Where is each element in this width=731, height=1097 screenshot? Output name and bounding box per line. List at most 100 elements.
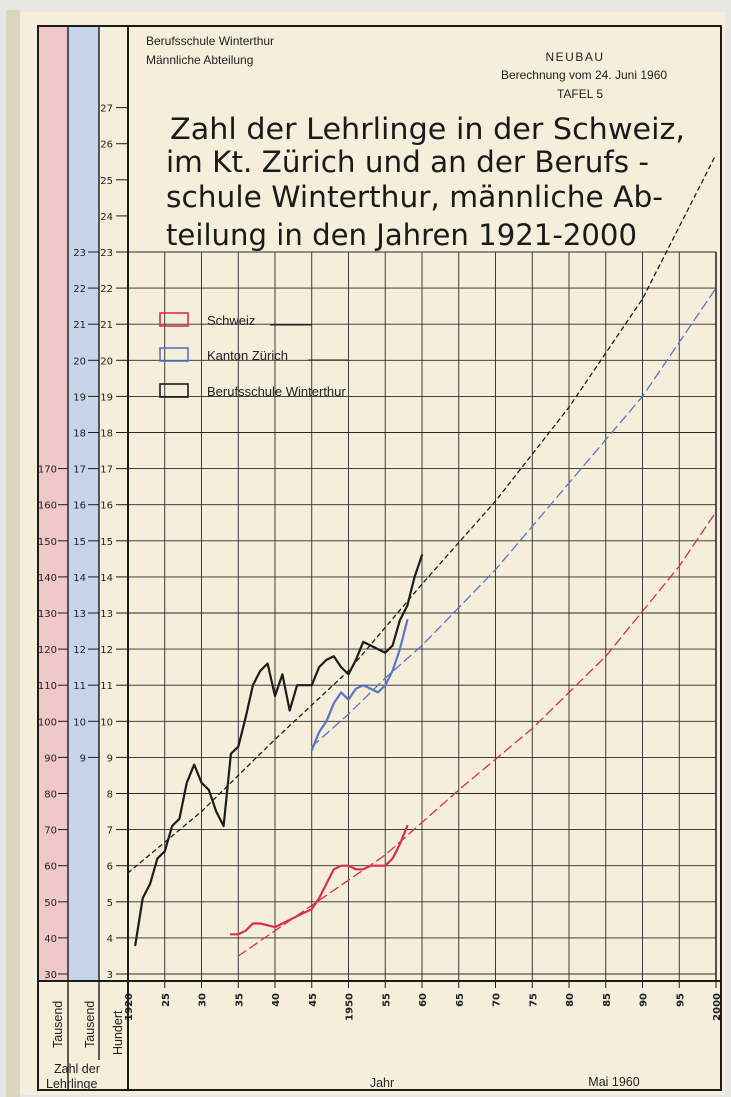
tick-label-tausend-schweiz: 170 [38,465,57,476]
neubau-tag: NEUBAU [545,50,604,64]
tick-label-x: 2000 [712,993,723,1021]
plate-number: TAFEL 5 [557,87,603,101]
tick-label-tausend-schweiz: 50 [44,898,57,909]
chart-title-line-3: schule Winterthur, männliche Ab- [166,180,663,214]
chart-title-line-1: Zahl der Lehrlinge in der Schweiz, [170,112,685,146]
tick-label-x: 30 [198,993,209,1007]
tick-label-hundert: 23 [100,248,113,259]
tick-label-hundert: 6 [107,862,113,873]
tick-label-hundert: 3 [107,970,113,981]
y-tick-labels: 3 4 5 6 7 8 9 10 11 12 13 14 15 16 17 18 19 20 21 22 23 24 25 2… [38,104,128,981]
tick-label-x: 60 [418,993,429,1007]
tick-label-tausend-schweiz: 120 [38,645,57,656]
chart-title-line-4: teilung in den Jahren 1921-2000 [166,218,637,252]
tick-label-x: 55 [381,993,392,1007]
footer-date: Mai 1960 [588,1075,639,1089]
tick-label-tausend-zuerich: 12 [73,645,86,656]
paper-sheet [18,12,725,1095]
tick-label-tausend-schweiz: 150 [38,537,57,548]
tick-label-hundert: 16 [100,501,113,512]
strip-schweiz [38,26,68,981]
tick-label-tausend-zuerich: 14 [73,573,86,584]
tick-label-tausend-schweiz: 70 [44,826,57,837]
tick-label-tausend-zuerich: 16 [73,501,86,512]
tick-label-hundert: 20 [100,356,113,367]
stub-label-hundert: Hundert [111,1010,125,1055]
calc-date: Berechnung vom 24. Juni 1960 [501,68,667,82]
tick-label-hundert: 22 [100,284,113,295]
tick-label-hundert: 19 [100,392,113,403]
chart-series [127,153,717,957]
legend-swatch-winterthur [159,383,189,398]
strip-zuerich [68,26,99,981]
tick-label-tausend-zuerich: 13 [73,609,86,620]
tick-label-tausend-zuerich: 20 [73,356,86,367]
tick-label-hundert: 14 [100,573,113,584]
tick-label-hundert: 18 [100,429,113,440]
tick-label-tausend-schweiz: 40 [44,934,57,945]
tick-label-hundert: 12 [100,645,113,656]
tick-label-x: 90 [639,993,650,1007]
tick-label-x: 45 [308,993,319,1007]
tick-label-tausend-schweiz: 80 [44,790,57,801]
tick-label-hundert: 5 [107,898,113,909]
legend-label-zuerich: Kanton Zürich [207,348,288,363]
tick-label-hundert: 11 [100,681,113,692]
tick-label-hundert: 7 [107,826,113,837]
tick-label-tausend-zuerich: 10 [73,717,86,728]
tick-label-tausend-schweiz: 90 [44,753,57,764]
tick-label-tausend-schweiz: 140 [38,573,57,584]
tick-label-hundert: 13 [100,609,113,620]
series-zuerich-actual [310,619,409,752]
tick-label-tausend-schweiz: 130 [38,609,57,620]
tick-label-hundert: 9 [107,753,113,764]
tick-label-x: 70 [492,993,503,1007]
paper-edge [6,10,20,1097]
tick-label-tausend-zuerich: 15 [73,537,86,548]
series-schweiz-trend [237,511,717,957]
series-winterthur-actual [134,554,424,947]
tick-label-x: 1950 [345,993,356,1021]
tick-label-tausend-zuerich: 19 [73,392,86,403]
tick-label-x: 75 [528,993,539,1007]
legend-swatch-schweiz [159,312,189,327]
tick-label-tausend-zuerich: 11 [73,681,86,692]
tick-label-hundert: 4 [107,934,113,945]
tick-label-tausend-schweiz: 110 [38,681,57,692]
stub-label-tausend-schweiz: Tausend [51,1001,65,1048]
tick-label-hundert: 21 [100,320,113,331]
series-zuerich-trend [311,287,717,748]
tick-label-hundert: 26 [100,140,113,151]
tick-label-x: 40 [271,993,282,1007]
legend: Schweiz Kanton Zürich Berufsschule Winte… [159,312,348,399]
tick-label-hundert: 25 [100,176,113,187]
x-tick-labels: 1920 25 30 35 40 45 1950 55 60 65 70 75 80 85 90 95 2000 [124,981,723,1021]
tick-label-hundert: 27 [100,104,113,115]
stub-label-zahl-der: Zahl der [54,1062,100,1076]
tick-label-tausend-zuerich: 23 [73,248,86,259]
tick-label-tausend-zuerich: 22 [73,284,86,295]
tick-label-hundert: 15 [100,537,113,548]
tick-label-tausend-zuerich: 9 [80,753,86,764]
tick-label-tausend-zuerich: 17 [73,465,86,476]
school-line-1: Berufsschule Winterthur [146,34,274,48]
tick-label-tausend-zuerich: 21 [73,320,86,331]
x-axis-label: Jahr [370,1076,394,1090]
tick-label-tausend-schweiz: 60 [44,862,57,873]
chart-title-line-2: im Kt. Zürich und an der Berufs - [166,145,649,179]
tick-label-x: 35 [234,993,245,1007]
tick-label-tausend-schweiz: 160 [38,501,57,512]
legend-swatch-zuerich [159,347,189,362]
series-schweiz-actual [229,824,409,936]
legend-label-schweiz: Schweiz [207,313,255,328]
tick-label-tausend-zuerich: 18 [73,429,86,440]
tick-label-hundert: 8 [107,790,113,801]
tick-label-hundert: 17 [100,465,113,476]
tick-label-tausend-schweiz: 30 [44,970,57,981]
chart-frame [37,25,722,1091]
series-winterthur-trend [127,153,717,874]
tick-label-x: 95 [675,993,686,1007]
stub-label-tausend-zuerich: Tausend [83,1001,97,1048]
tick-label-tausend-schweiz: 100 [38,717,57,728]
tick-label-x: 85 [602,993,613,1007]
